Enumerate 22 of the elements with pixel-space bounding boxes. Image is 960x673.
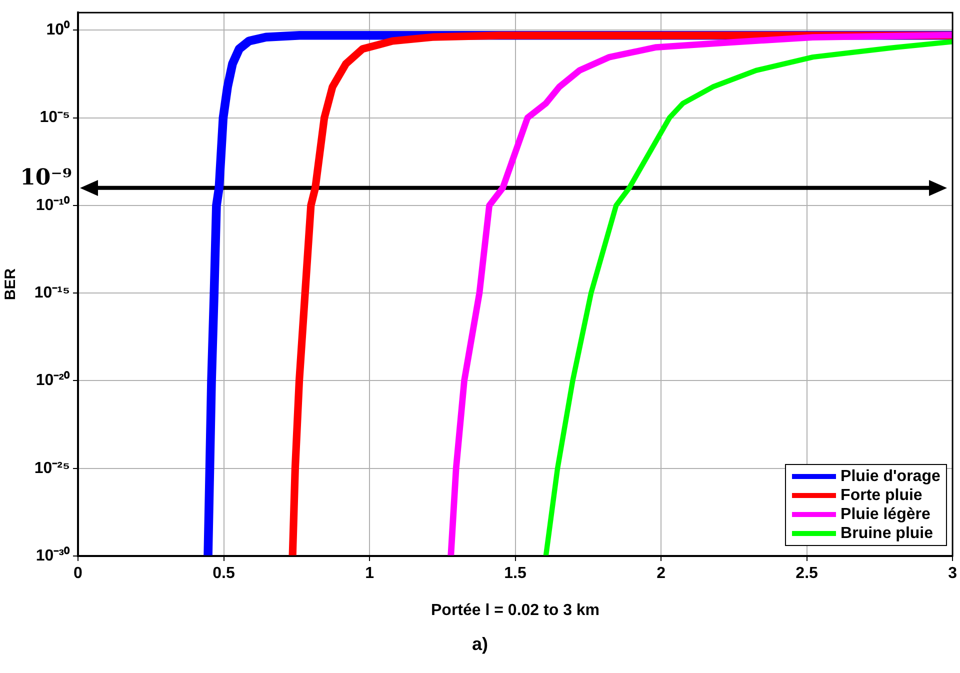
legend-label: Pluie d'orage [840, 468, 940, 486]
x-tick-label: 1.5 [504, 565, 526, 582]
y-axis-title: BER [2, 268, 20, 300]
x-tick-label: 3 [948, 565, 958, 582]
y-tick-label: 10⁻²⁰ [36, 371, 70, 390]
y-tick-label: 10⁻¹⁰ [36, 196, 70, 214]
x-tick-label: 2 [656, 565, 666, 582]
y-tick-label: 10⁰ [46, 20, 70, 39]
y-tick-label: 10⁻³⁰ [36, 546, 70, 564]
legend-label: Pluie légère [840, 506, 930, 524]
y-tick-label: 10⁻²⁵ [34, 460, 70, 477]
legend-label: Bruine pluie [840, 524, 933, 542]
x-tick-label: 0.5 [212, 565, 235, 582]
y-tick-label: 10⁻¹⁵ [34, 284, 70, 302]
text: a) [470, 634, 489, 655]
x-tick-label: 2.5 [796, 565, 818, 582]
x-axis-title: Portée l = 0.02 to 3 km [431, 602, 600, 619]
x-tick-label: 0 [74, 565, 83, 582]
y-tick-label: 10⁻⁵ [40, 109, 70, 126]
x-tick-label: 1 [365, 565, 374, 582]
ref-line-label: 10⁻⁹ [20, 164, 72, 191]
legend-label: Forte pluie [840, 486, 922, 504]
